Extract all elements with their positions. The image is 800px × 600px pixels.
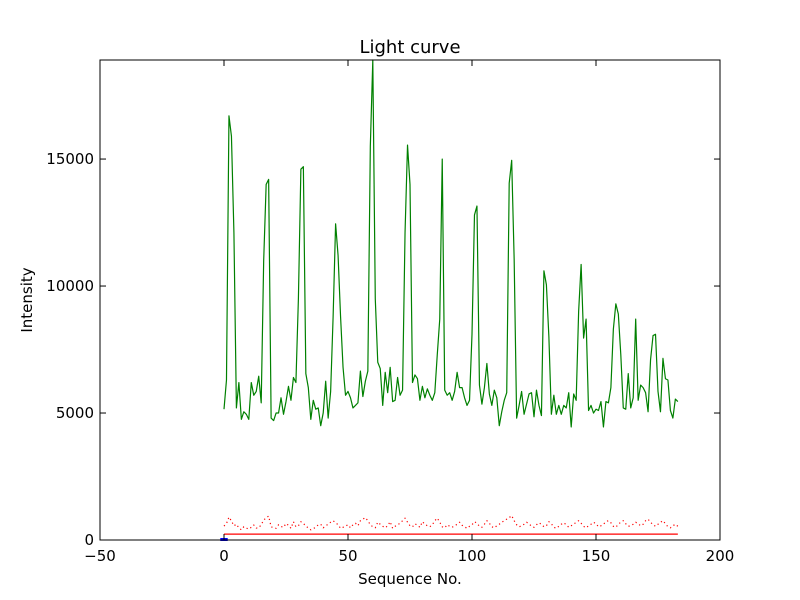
y-tick-label: 5000 <box>56 404 94 422</box>
y-axis-label: Intensity <box>18 267 36 332</box>
x-tick-label: 0 <box>219 547 229 565</box>
series-line-1 <box>223 59 679 428</box>
x-tick-label: 50 <box>338 547 357 565</box>
x-tick-label: −50 <box>84 547 116 565</box>
y-tick-label: 15000 <box>46 150 94 168</box>
x-tick-label: 150 <box>582 547 611 565</box>
x-tick-label: 100 <box>458 547 487 565</box>
x-axis-label: Sequence No. <box>358 570 462 588</box>
x-tick-label: 200 <box>706 547 735 565</box>
y-axis-ticks: 0 5000 10000 15000 <box>46 150 720 549</box>
plot-area-frame <box>99 59 721 541</box>
x-axis-ticks: −50 0 50 100 150 200 <box>84 60 734 565</box>
y-tick-label: 0 <box>84 531 94 549</box>
y-tick-label: 10000 <box>46 277 94 295</box>
chart-title: Light curve <box>359 37 460 58</box>
